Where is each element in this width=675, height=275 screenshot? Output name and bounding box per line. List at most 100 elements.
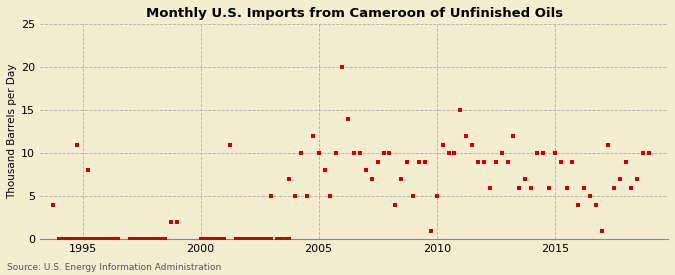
Point bbox=[402, 160, 412, 164]
Point bbox=[543, 186, 554, 190]
Point bbox=[217, 237, 227, 242]
Point bbox=[152, 237, 163, 242]
Point bbox=[252, 237, 263, 242]
Point bbox=[156, 237, 167, 242]
Point bbox=[233, 237, 244, 242]
Point bbox=[313, 151, 324, 155]
Point bbox=[248, 237, 259, 242]
Point bbox=[240, 237, 251, 242]
Text: Source: U.S. Energy Information Administration: Source: U.S. Energy Information Administ… bbox=[7, 263, 221, 272]
Point bbox=[138, 237, 149, 242]
Point bbox=[449, 151, 460, 155]
Point bbox=[437, 142, 448, 147]
Point bbox=[97, 237, 108, 242]
Point bbox=[246, 237, 257, 242]
Point bbox=[53, 237, 64, 242]
Point bbox=[256, 237, 267, 242]
Point bbox=[126, 237, 137, 242]
Point bbox=[199, 237, 210, 242]
Point bbox=[197, 237, 208, 242]
Point bbox=[203, 237, 214, 242]
Point bbox=[390, 203, 401, 207]
Point bbox=[461, 134, 472, 138]
Point bbox=[396, 177, 407, 181]
Point bbox=[154, 237, 165, 242]
Point bbox=[55, 237, 66, 242]
Point bbox=[307, 134, 318, 138]
Point bbox=[260, 237, 271, 242]
Point bbox=[573, 203, 584, 207]
Point bbox=[254, 237, 265, 242]
Point bbox=[142, 237, 153, 242]
Point bbox=[284, 177, 294, 181]
Point bbox=[319, 168, 330, 173]
Point bbox=[514, 186, 524, 190]
Point bbox=[61, 237, 72, 242]
Point bbox=[72, 237, 82, 242]
Point bbox=[150, 237, 161, 242]
Point bbox=[63, 237, 74, 242]
Point bbox=[225, 142, 236, 147]
Point bbox=[209, 237, 220, 242]
Point bbox=[101, 237, 111, 242]
Point bbox=[508, 134, 519, 138]
Point bbox=[274, 237, 285, 242]
Point bbox=[490, 160, 501, 164]
Point bbox=[632, 177, 643, 181]
Point bbox=[134, 237, 145, 242]
Point bbox=[272, 237, 283, 242]
Point bbox=[158, 237, 169, 242]
Point bbox=[213, 237, 223, 242]
Point bbox=[77, 237, 88, 242]
Point bbox=[419, 160, 430, 164]
Point bbox=[567, 160, 578, 164]
Point bbox=[111, 237, 122, 242]
Point bbox=[262, 237, 273, 242]
Point bbox=[378, 151, 389, 155]
Point bbox=[79, 237, 90, 242]
Point bbox=[171, 220, 182, 224]
Point bbox=[244, 237, 255, 242]
Point bbox=[537, 151, 548, 155]
Point bbox=[258, 237, 269, 242]
Point bbox=[280, 237, 291, 242]
Point bbox=[235, 237, 246, 242]
Point bbox=[496, 151, 507, 155]
Point bbox=[70, 237, 80, 242]
Point bbox=[219, 237, 230, 242]
Point bbox=[579, 186, 590, 190]
Point bbox=[425, 229, 436, 233]
Point bbox=[238, 237, 249, 242]
Point bbox=[485, 186, 495, 190]
Point bbox=[91, 237, 102, 242]
Point bbox=[281, 237, 292, 242]
Point bbox=[290, 194, 300, 199]
Point bbox=[57, 237, 68, 242]
Point bbox=[561, 186, 572, 190]
Point bbox=[236, 237, 247, 242]
Point bbox=[354, 151, 365, 155]
Point bbox=[160, 237, 171, 242]
Point bbox=[231, 237, 242, 242]
Point bbox=[166, 220, 177, 224]
Point bbox=[124, 237, 135, 242]
Point bbox=[136, 237, 147, 242]
Point bbox=[620, 160, 631, 164]
Point bbox=[455, 108, 466, 112]
Point bbox=[614, 177, 625, 181]
Point bbox=[83, 237, 94, 242]
Point bbox=[211, 237, 222, 242]
Point bbox=[466, 142, 477, 147]
Point bbox=[532, 151, 543, 155]
Y-axis label: Thousand Barrels per Day: Thousand Barrels per Day bbox=[7, 64, 17, 199]
Point bbox=[597, 229, 608, 233]
Point bbox=[107, 237, 117, 242]
Point bbox=[302, 194, 313, 199]
Point bbox=[603, 142, 614, 147]
Point bbox=[75, 237, 86, 242]
Point bbox=[130, 237, 141, 242]
Point bbox=[215, 237, 225, 242]
Point bbox=[479, 160, 489, 164]
Point bbox=[264, 237, 275, 242]
Point bbox=[81, 237, 92, 242]
